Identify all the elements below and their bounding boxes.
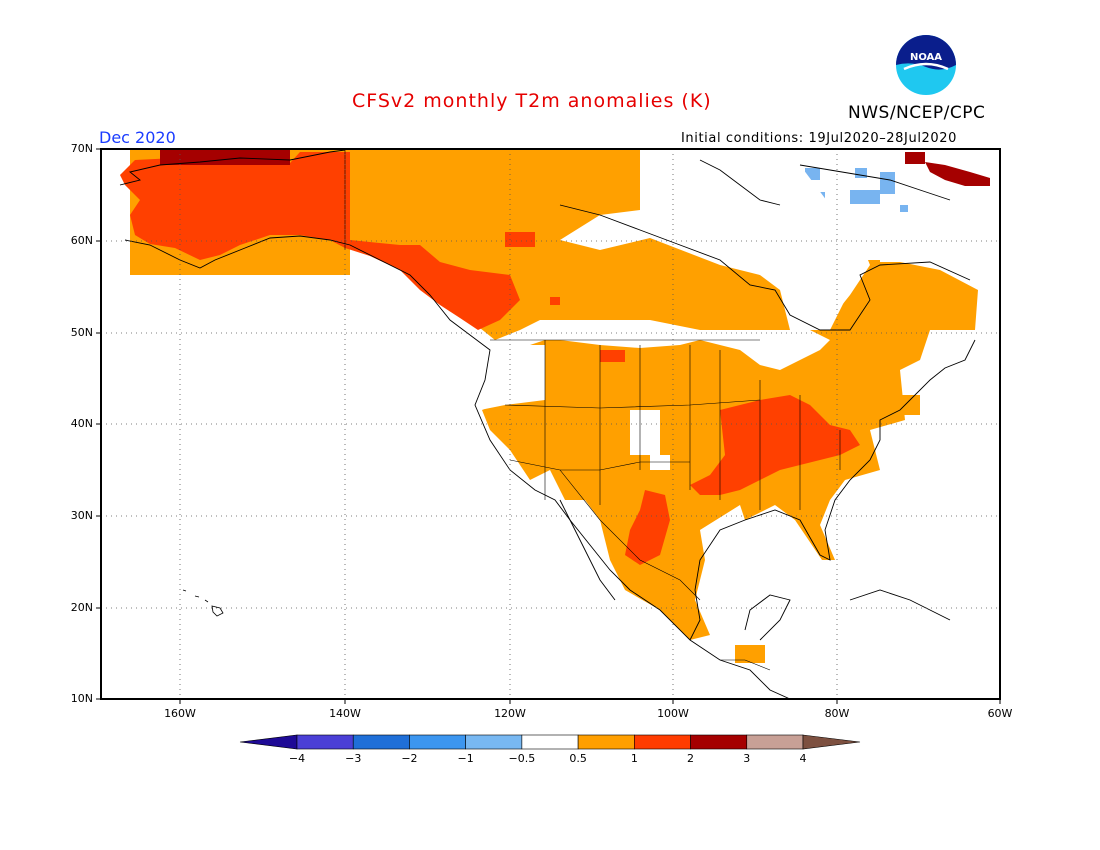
color-bar-label: 4 (799, 752, 807, 765)
lon-label-140w: 140W (329, 707, 361, 720)
lon-label-60w: 60W (987, 707, 1013, 720)
lon-label-100w: 100W (657, 707, 689, 720)
color-bar-label: 1 (630, 752, 638, 765)
color-bar-cell (690, 734, 748, 750)
lon-label-120w: 120W (494, 707, 526, 720)
color-bar-cell (634, 734, 691, 750)
color-bar-label: −1 (457, 752, 474, 765)
agency-label: NWS/NCEP/CPC (848, 103, 986, 123)
lat-label-60n: 60N (70, 234, 93, 247)
logo-text: NOAA (910, 52, 942, 63)
lon-label-160w: 160W (164, 707, 196, 720)
coastlines (119, 149, 976, 699)
forecast-month: Dec 2020 (99, 128, 176, 147)
color-bar-label: 2 (687, 752, 695, 765)
color-bar-left-arrow (239, 734, 298, 750)
color-bar-label: −2 (401, 752, 418, 765)
color-bar-label: 0.5 (569, 752, 587, 765)
color-bar-cell (409, 734, 466, 750)
color-bar-cell (465, 734, 523, 750)
color-bar-label: 3 (743, 752, 751, 765)
initial-conditions: Initial conditions: 19Jul2020–28Jul2020 (681, 131, 958, 146)
neutral-areas (470, 155, 870, 470)
color-bar-label: −3 (345, 752, 362, 765)
lat-label-30n: 30N (70, 509, 93, 522)
political-borders (344, 150, 841, 671)
hawaii (182, 589, 224, 617)
map-title: CFSv2 monthly T2m anomalies (K) (352, 90, 712, 112)
lat-label-10n: 10N (70, 692, 93, 705)
axis-ticks (96, 148, 1001, 704)
lat-label-50n: 50N (70, 326, 93, 339)
lat-label-20n: 20N (70, 601, 93, 614)
lat-label-40n: 40N (70, 417, 93, 430)
noaa-logo-icon: NOAA (896, 35, 956, 95)
lat-label-70n: 70N (70, 142, 93, 155)
color-bar-cell (352, 734, 410, 750)
color-bar-label: −4 (288, 752, 306, 765)
lon-label-80w: 80W (824, 707, 850, 720)
color-bar-cell (296, 734, 354, 750)
color-bar-right-arrow (802, 734, 861, 750)
color-bar-cell (521, 734, 579, 750)
color-bar-label: −0.5 (508, 752, 536, 765)
color-bar-cell (577, 734, 635, 750)
graticule (101, 149, 1000, 699)
anomaly-fill-darkred (160, 150, 990, 186)
color-bar-cell (746, 734, 804, 750)
